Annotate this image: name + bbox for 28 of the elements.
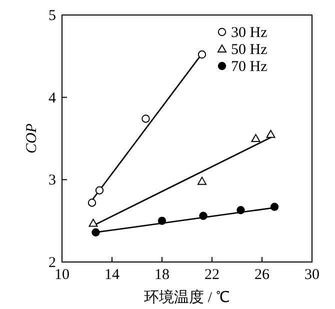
x-tick-label: 14 <box>104 267 120 283</box>
point <box>88 218 98 227</box>
x-tick-label: 22 <box>204 267 220 283</box>
legend-label: 50 Hz <box>231 42 268 58</box>
y-tick-label: 5 <box>48 8 56 24</box>
point <box>92 228 100 236</box>
y-tick-label: 3 <box>48 172 56 189</box>
point <box>198 176 206 185</box>
point <box>198 50 206 59</box>
point <box>199 212 208 220</box>
point <box>88 198 96 207</box>
point <box>158 216 166 225</box>
point <box>95 186 104 194</box>
x-tick-label: 10 <box>54 267 70 283</box>
x-tick-label: 26 <box>254 267 270 283</box>
x-tick-label: 30 <box>304 267 320 283</box>
point <box>266 130 276 138</box>
point <box>236 206 245 214</box>
y-axis-title: COP <box>24 124 40 154</box>
point <box>270 202 279 211</box>
point <box>251 134 260 142</box>
x-axis-title: 环境温度 / ℃ <box>144 289 230 306</box>
y-tick-label: 4 <box>48 90 56 106</box>
point <box>142 114 150 123</box>
x-tick-label: 18 <box>154 267 170 283</box>
legend-label: 70 Hz <box>231 59 268 75</box>
y-tick-label: 2 <box>48 255 56 271</box>
legend-label: 30 Hz <box>231 25 268 41</box>
